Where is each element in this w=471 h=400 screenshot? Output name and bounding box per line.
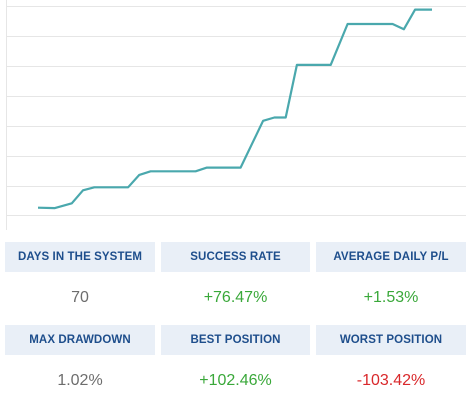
stats-grid: DAYS IN THE SYSTEM SUCCESS RATE AVERAGE … bbox=[5, 242, 466, 400]
stat-value-worst-position: -103.42% bbox=[356, 372, 426, 389]
stat-value-days: 70 bbox=[71, 289, 89, 306]
stat-value-max-drawdown: 1.02% bbox=[57, 372, 103, 389]
stat-label-best-position: BEST POSITION bbox=[161, 325, 310, 355]
stat-label-max-drawdown: MAX DRAWDOWN bbox=[5, 325, 155, 355]
chart-series bbox=[37, 8, 433, 210]
stat-label-days: DAYS IN THE SYSTEM bbox=[5, 242, 155, 272]
stat-label-worst-position: WORST POSITION bbox=[316, 325, 466, 355]
stat-value-best-position: +102.46% bbox=[199, 372, 272, 389]
chart-gridlines bbox=[6, 0, 466, 230]
equity-line bbox=[37, 8, 432, 210]
stat-label-success-rate: SUCCESS RATE bbox=[161, 242, 310, 272]
stat-value-success-rate: +76.47% bbox=[203, 289, 268, 306]
stat-label-average-daily: AVERAGE DAILY P/L bbox=[316, 242, 466, 272]
equity-chart bbox=[6, 0, 466, 230]
stat-value-average-daily: +1.53% bbox=[363, 289, 419, 306]
equity-chart-svg bbox=[6, 0, 466, 230]
